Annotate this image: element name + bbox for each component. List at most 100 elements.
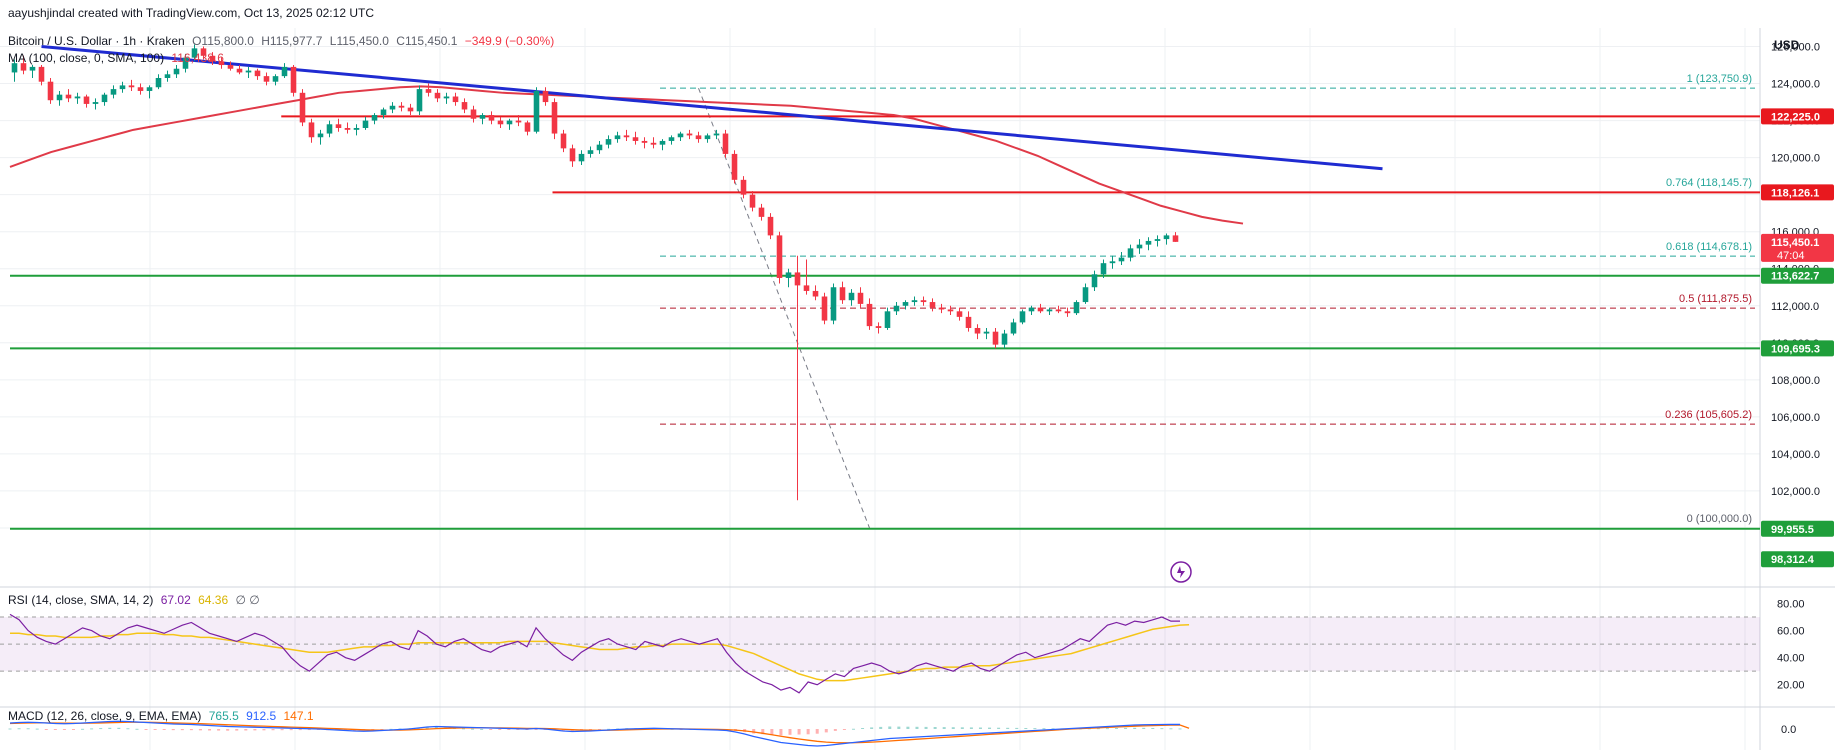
- macd-histogram-bar: [815, 729, 819, 734]
- macd-histogram-bar: [507, 729, 511, 730]
- macd-histogram-bar: [171, 729, 175, 731]
- price-tag: [1761, 551, 1834, 568]
- candle-body: [488, 115, 495, 121]
- rsi-label[interactable]: RSI (14, close, SMA, 14, 2): [8, 593, 154, 607]
- price-tag: [1761, 184, 1834, 201]
- price-axis[interactable]: 100,000.0102,000.0104,000.0106,000.0108,…: [1761, 42, 1834, 736]
- currency-text: USD: [1774, 38, 1800, 52]
- candle-body: [155, 77, 162, 88]
- ma-header: MA (100, close, 0, SMA, 100) 116,438.6: [8, 51, 228, 65]
- rsi-ma-line: [10, 623, 1190, 682]
- candle-body: [578, 153, 585, 162]
- symbol-name[interactable]: Bitcoin / U.S. Dollar · 1h · Kraken: [8, 34, 185, 48]
- candle-body: [1118, 257, 1125, 262]
- candle-body: [902, 302, 909, 306]
- macd-histogram-bar: [906, 726, 910, 729]
- candle-body: [110, 89, 117, 95]
- macd-histogram-bar: [298, 729, 302, 731]
- macd-histogram-bar: [217, 729, 221, 731]
- macd-signal-value: 147.1: [283, 709, 314, 723]
- macd-histogram-bar: [498, 729, 502, 730]
- macd-histogram-bar: [788, 729, 792, 735]
- macd-pane[interactable]: [8, 720, 1190, 747]
- price-tick-label: 126,000.0: [1771, 42, 1820, 54]
- candle-body: [569, 148, 576, 162]
- rsi-value: 67.02: [160, 593, 191, 607]
- price-tick-label: 106,000.0: [1771, 412, 1820, 424]
- macd-histogram-bar: [434, 726, 438, 729]
- candle-body: [1100, 263, 1107, 275]
- candle-body: [623, 135, 630, 138]
- ma-line: [9, 85, 1244, 225]
- candle-body: [785, 272, 792, 278]
- rsi-pane[interactable]: [0, 613, 1760, 694]
- candle-body: [1037, 307, 1044, 312]
- ohlc-low: L115,450.0: [329, 34, 389, 48]
- macd-histogram-bar: [1151, 728, 1155, 729]
- macd-histogram-bar: [842, 729, 846, 730]
- candle-body: [407, 107, 414, 112]
- candle-body: [1055, 309, 1062, 312]
- candle-body: [866, 303, 873, 327]
- candle-body: [929, 302, 936, 308]
- candle-body: [947, 309, 954, 312]
- candle-body: [371, 115, 378, 121]
- macd-histogram-bar: [1178, 728, 1182, 730]
- macd-histogram-bar: [99, 728, 103, 730]
- fib-level-label: 0.618 (114,678.1): [1666, 241, 1752, 253]
- candle-body: [767, 216, 774, 236]
- credit-line: aayushjindal created with TradingView.co…: [8, 6, 378, 20]
- macd-histogram-bar: [471, 728, 475, 730]
- candle-body: [956, 311, 963, 317]
- ohlc-open: O115,800.0: [192, 34, 254, 48]
- candle-body: [470, 109, 477, 119]
- price-tick-label: 102,000.0: [1771, 486, 1820, 498]
- macd-histogram-bar: [770, 729, 774, 735]
- macd-histogram-bar: [344, 729, 348, 731]
- macd-histogram-bar: [280, 729, 284, 731]
- candle-body: [542, 90, 549, 103]
- candle-body: [1028, 307, 1035, 312]
- fib-level-label: 0.236 (105,605.2): [1665, 409, 1752, 421]
- macd-histogram-bar: [942, 727, 946, 729]
- replay-icon-ring: [1170, 561, 1192, 583]
- fib-level-label: 1 (123,750.9): [1687, 73, 1752, 85]
- macd-histogram-bar: [598, 729, 602, 730]
- candle-body: [47, 81, 54, 101]
- candle-body: [182, 57, 189, 69]
- macd-histogram-bar: [779, 729, 783, 736]
- rsi-tick-label: 20.00: [1777, 680, 1805, 692]
- candle-body: [1010, 322, 1017, 334]
- candle-body: [1082, 287, 1089, 303]
- main-pane[interactable]: 1 (123,750.9) 0.764 (118,145.7) 0.618 (114…: [9, 44, 1760, 583]
- candle-body: [803, 285, 810, 291]
- macd-histogram-bar: [607, 728, 611, 730]
- candle-body: [236, 68, 243, 73]
- ma-label[interactable]: MA (100, close, 0, SMA, 100): [8, 51, 165, 65]
- candle-body: [713, 133, 720, 136]
- macd-histogram-bar: [262, 729, 266, 731]
- macd-histogram-bar: [897, 726, 901, 729]
- macd-histogram-bar: [761, 729, 765, 735]
- candle-body: [641, 140, 648, 143]
- candle-body: [74, 96, 81, 99]
- macd-label[interactable]: MACD (12, 26, close, 9, EMA, EMA): [8, 709, 202, 723]
- macd-histogram-bar: [253, 729, 257, 731]
- candle-body: [839, 287, 846, 301]
- candle-body: [857, 292, 864, 304]
- macd-histogram-bar: [1096, 728, 1100, 730]
- candle-body: [101, 94, 108, 103]
- candle-body: [1001, 333, 1008, 345]
- macd-header: MACD (12, 26, close, 9, EMA, EMA) 765.5 …: [8, 709, 318, 723]
- candle-body: [11, 63, 18, 73]
- macd-histogram-bar: [988, 727, 992, 729]
- macd-histogram-bar: [53, 729, 57, 730]
- candle-body: [290, 66, 297, 93]
- macd-histogram-bar: [851, 728, 855, 730]
- currency-label[interactable]: USD: [1774, 38, 1799, 52]
- macd-histogram-bar: [26, 728, 30, 730]
- price-tag: [1761, 233, 1834, 262]
- macd-histogram-bar: [44, 729, 48, 730]
- candle-body: [497, 120, 504, 125]
